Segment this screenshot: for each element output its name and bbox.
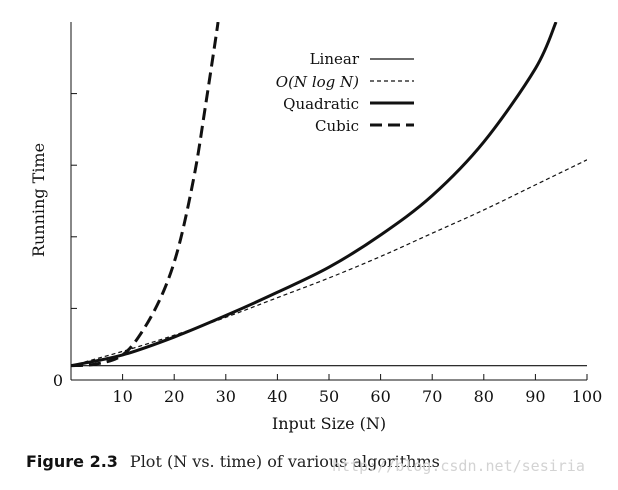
- x-tick-label-50: 50: [319, 387, 339, 406]
- x-tick-label-40: 40: [267, 387, 287, 406]
- x-tick-label-30: 30: [216, 387, 236, 406]
- legend: Linear O(N log N) Quadratic Cubic: [276, 50, 414, 135]
- x-tick-label-20: 20: [164, 387, 184, 406]
- watermark: http://blog.csdn.net/sesiria: [332, 457, 585, 475]
- x-axis-label: Input Size (N): [272, 414, 386, 433]
- y-tick-label-0: 0: [53, 371, 63, 390]
- x-tick-label-10: 10: [112, 387, 132, 406]
- x-tick-label-60: 60: [370, 387, 390, 406]
- legend-label-cubic: Cubic: [315, 117, 359, 135]
- figure-label: Figure 2.3: [26, 452, 118, 471]
- chart: 10 20 30 40 50 60 70 80 90 100 0 Linear O(N log N…: [29, 22, 602, 433]
- legend-label-linear: Linear: [310, 50, 360, 68]
- figure-caption-text: Plot (N vs. time) of various algorithms: [129, 452, 440, 471]
- figure-caption: Figure 2.3 Plot (N vs. time) of various a…: [26, 452, 440, 471]
- x-ticks: 10 20 30 40 50 60 70 80 90 100: [112, 374, 602, 406]
- series-line-o-n-log-n: [71, 159, 587, 367]
- y-axis-label: Running Time: [29, 143, 48, 257]
- x-tick-label-70: 70: [422, 387, 442, 406]
- legend-label-quadratic: Quadratic: [283, 95, 359, 113]
- series-line-quadratic: [71, 22, 558, 368]
- x-tick-label-90: 90: [525, 387, 545, 406]
- series-layer: [71, 22, 587, 368]
- y-ticks: [71, 93, 77, 309]
- legend-label-nlogn: O(N log N): [276, 73, 359, 91]
- x-tick-label-80: 80: [474, 387, 494, 406]
- x-tick-label-100: 100: [572, 387, 603, 406]
- series-line-cubic: [71, 22, 220, 368]
